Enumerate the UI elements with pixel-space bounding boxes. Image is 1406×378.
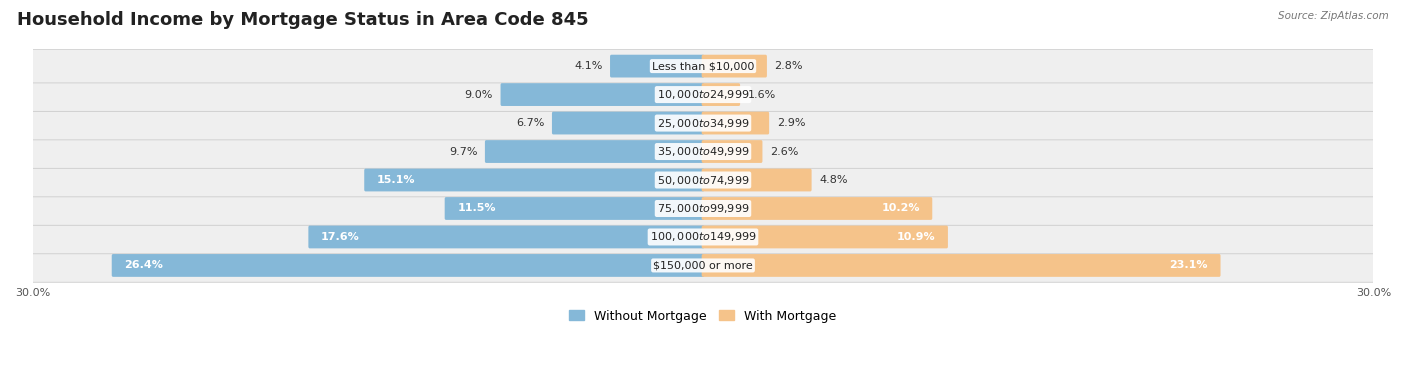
Text: 10.2%: 10.2% bbox=[882, 203, 920, 214]
Text: 23.1%: 23.1% bbox=[1170, 260, 1208, 270]
Text: Less than $10,000: Less than $10,000 bbox=[652, 61, 754, 71]
FancyBboxPatch shape bbox=[308, 226, 704, 248]
FancyBboxPatch shape bbox=[702, 254, 1220, 277]
FancyBboxPatch shape bbox=[18, 106, 1388, 140]
Text: 15.1%: 15.1% bbox=[377, 175, 415, 185]
FancyBboxPatch shape bbox=[18, 163, 1388, 197]
FancyBboxPatch shape bbox=[702, 140, 762, 163]
Text: 9.7%: 9.7% bbox=[449, 147, 477, 156]
FancyBboxPatch shape bbox=[18, 135, 1388, 168]
Text: 6.7%: 6.7% bbox=[516, 118, 544, 128]
Text: Source: ZipAtlas.com: Source: ZipAtlas.com bbox=[1278, 11, 1389, 21]
Legend: Without Mortgage, With Mortgage: Without Mortgage, With Mortgage bbox=[564, 305, 842, 328]
FancyBboxPatch shape bbox=[18, 49, 1388, 83]
FancyBboxPatch shape bbox=[501, 83, 704, 106]
Text: 4.1%: 4.1% bbox=[574, 61, 602, 71]
FancyBboxPatch shape bbox=[18, 192, 1388, 225]
FancyBboxPatch shape bbox=[18, 78, 1388, 112]
Text: 10.9%: 10.9% bbox=[897, 232, 935, 242]
Text: 9.0%: 9.0% bbox=[464, 90, 494, 99]
FancyBboxPatch shape bbox=[702, 226, 948, 248]
Text: $10,000 to $24,999: $10,000 to $24,999 bbox=[657, 88, 749, 101]
FancyBboxPatch shape bbox=[485, 140, 704, 163]
FancyBboxPatch shape bbox=[18, 220, 1388, 254]
Text: $150,000 or more: $150,000 or more bbox=[654, 260, 752, 270]
Text: 1.6%: 1.6% bbox=[748, 90, 776, 99]
Text: 11.5%: 11.5% bbox=[457, 203, 496, 214]
Text: $35,000 to $49,999: $35,000 to $49,999 bbox=[657, 145, 749, 158]
FancyBboxPatch shape bbox=[610, 55, 704, 77]
Text: Household Income by Mortgage Status in Area Code 845: Household Income by Mortgage Status in A… bbox=[17, 11, 589, 29]
FancyBboxPatch shape bbox=[702, 83, 740, 106]
FancyBboxPatch shape bbox=[553, 112, 704, 135]
FancyBboxPatch shape bbox=[18, 249, 1388, 282]
Text: 2.6%: 2.6% bbox=[770, 147, 799, 156]
FancyBboxPatch shape bbox=[444, 197, 704, 220]
Text: $75,000 to $99,999: $75,000 to $99,999 bbox=[657, 202, 749, 215]
Text: 2.8%: 2.8% bbox=[775, 61, 803, 71]
Text: 4.8%: 4.8% bbox=[820, 175, 848, 185]
FancyBboxPatch shape bbox=[702, 112, 769, 135]
FancyBboxPatch shape bbox=[702, 197, 932, 220]
FancyBboxPatch shape bbox=[364, 169, 704, 191]
Text: 26.4%: 26.4% bbox=[124, 260, 163, 270]
FancyBboxPatch shape bbox=[702, 55, 766, 77]
FancyBboxPatch shape bbox=[702, 169, 811, 191]
Text: $50,000 to $74,999: $50,000 to $74,999 bbox=[657, 174, 749, 186]
Text: $25,000 to $34,999: $25,000 to $34,999 bbox=[657, 116, 749, 130]
Text: 17.6%: 17.6% bbox=[321, 232, 360, 242]
FancyBboxPatch shape bbox=[111, 254, 704, 277]
Text: $100,000 to $149,999: $100,000 to $149,999 bbox=[650, 231, 756, 243]
Text: 2.9%: 2.9% bbox=[776, 118, 806, 128]
